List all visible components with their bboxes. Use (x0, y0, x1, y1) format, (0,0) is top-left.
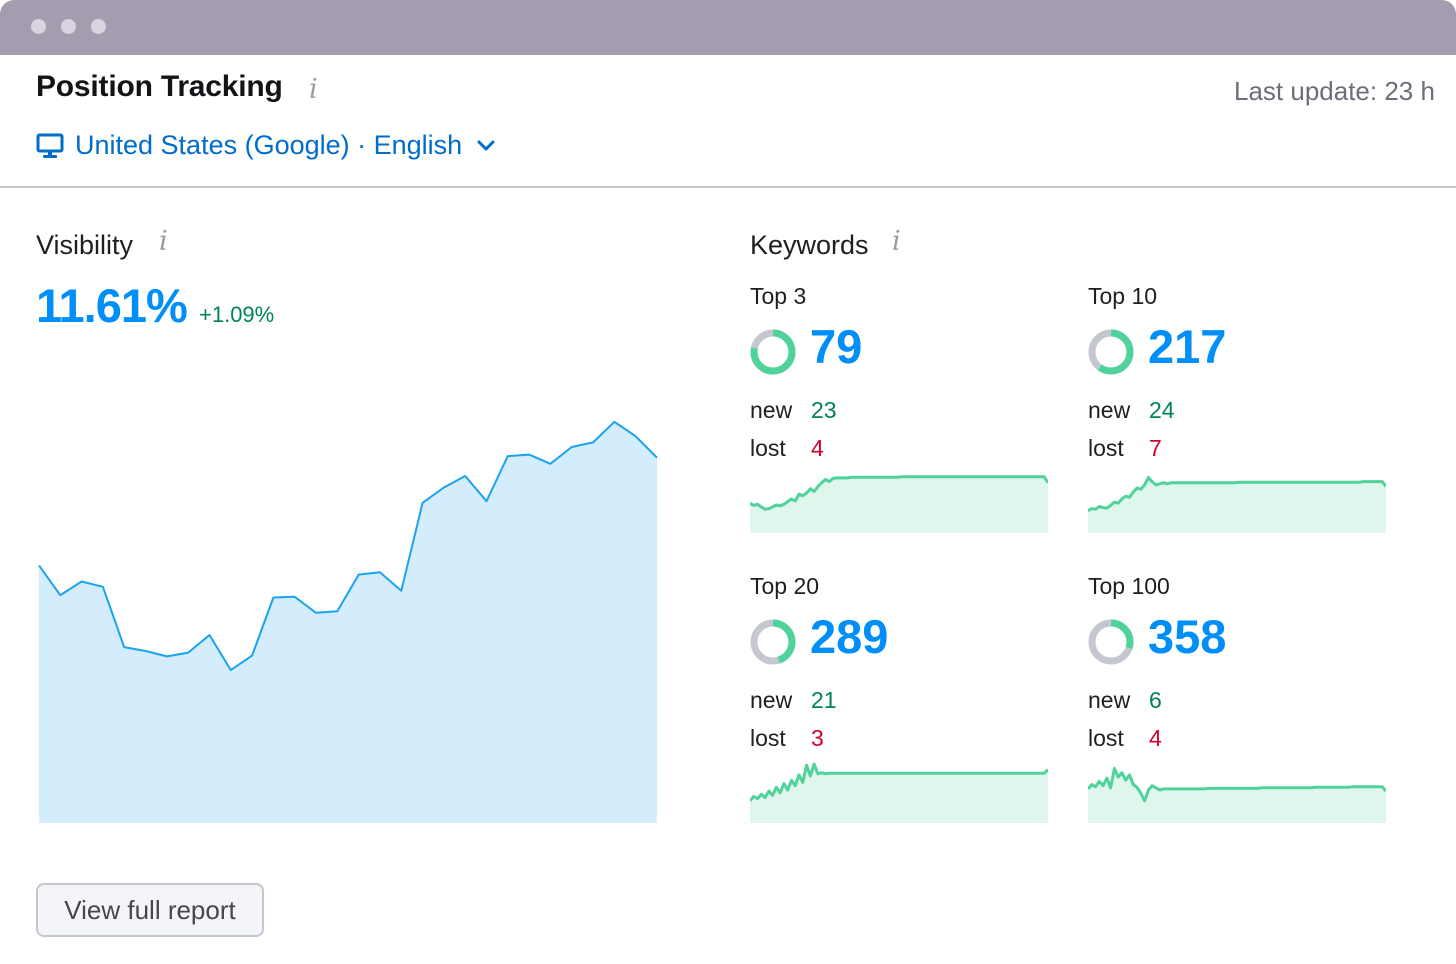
donut-segment (1088, 619, 1134, 665)
lost-keywords-row: lost 4 (750, 435, 824, 462)
keyword-sparkline (1088, 475, 1386, 533)
sparkline-line (1088, 766, 1386, 803)
distribution-donut-icon (750, 329, 796, 375)
sparkline-area (1088, 477, 1386, 533)
keyword-count: 289 (810, 610, 889, 663)
location-selector[interactable]: United States (Google) · English (36, 130, 496, 161)
keywords-info-icon[interactable]: i (892, 226, 901, 257)
lost-label: lost (750, 435, 786, 461)
keyword-group-label: Top 3 (750, 283, 807, 309)
donut-segment (750, 619, 796, 665)
keyword-card: Top 100 358 new 6 lost 4 (1088, 573, 1388, 833)
visibility-info-icon[interactable]: i (159, 226, 168, 257)
visibility-delta: +1.09% (199, 302, 275, 327)
header-divider (0, 186, 1456, 188)
new-keywords-row: new 21 (750, 687, 837, 714)
window-minimize-button[interactable] (61, 19, 76, 34)
lost-count: 7 (1149, 435, 1162, 461)
new-keywords-row: new 6 (1088, 687, 1162, 714)
sparkline-area (750, 476, 1048, 533)
donut-segment (750, 329, 796, 375)
window-titlebar (0, 0, 1456, 55)
chevron-down-icon (477, 140, 495, 150)
visibility-line (38, 420, 658, 672)
keyword-count: 79 (810, 320, 863, 373)
monitor-icon (36, 133, 64, 158)
keyword-sparkline (750, 762, 1048, 823)
keyword-count: 217 (1148, 320, 1227, 373)
distribution-donut-icon (1088, 619, 1134, 665)
lost-count: 3 (811, 725, 824, 751)
sparkline-line (1088, 475, 1386, 513)
keyword-count: 358 (1148, 610, 1227, 663)
visibility-title: Visibility (36, 230, 134, 260)
keyword-card: Top 10 217 new 24 lost 7 (1088, 283, 1388, 543)
keyword-group-label: Top 10 (1088, 283, 1158, 309)
new-count: 24 (1149, 397, 1175, 423)
keyword-group-label: Top 20 (750, 573, 820, 599)
keyword-sparkline (750, 475, 1048, 533)
keyword-group-label: Top 100 (1088, 573, 1170, 599)
lost-label: lost (1088, 725, 1124, 751)
new-count: 23 (811, 397, 837, 423)
new-count: 6 (1149, 687, 1162, 713)
keyword-card: Top 3 79 new 23 lost 4 (750, 283, 1050, 543)
sparkline-area (1088, 768, 1386, 823)
visibility-value: 11.61% (36, 279, 188, 332)
lost-label: lost (1088, 435, 1124, 461)
lost-keywords-row: lost 3 (750, 725, 824, 752)
info-icon[interactable]: i (309, 74, 318, 105)
new-keywords-row: new 23 (750, 397, 837, 424)
new-count: 21 (811, 687, 837, 713)
visibility-area (39, 421, 657, 823)
distribution-donut-icon (1088, 329, 1134, 375)
new-label: new (1088, 397, 1131, 423)
keywords-title: Keywords (750, 230, 869, 260)
page-title: Position Tracking (36, 70, 283, 103)
new-label: new (1088, 687, 1131, 713)
new-keywords-row: new 24 (1088, 397, 1175, 424)
sparkline-line (750, 475, 1048, 511)
distribution-donut-icon (750, 619, 796, 665)
keyword-card: Top 20 289 new 21 lost 3 (750, 573, 1050, 833)
lost-count: 4 (811, 435, 824, 461)
lost-keywords-row: lost 4 (1088, 725, 1162, 752)
location-label: United States (Google) · English (75, 130, 463, 160)
last-update-text: Last update: 23 h (1234, 76, 1435, 106)
view-full-report-button[interactable]: View full report (36, 883, 264, 937)
lost-count: 4 (1149, 725, 1162, 751)
donut-segment (1088, 329, 1134, 375)
sparkline-line (750, 762, 1048, 802)
window-close-button[interactable] (31, 19, 46, 34)
keyword-sparkline (1088, 766, 1386, 823)
new-label: new (750, 397, 793, 423)
new-label: new (750, 687, 793, 713)
window-maximize-button[interactable] (91, 19, 106, 34)
visibility-chart (38, 420, 658, 823)
sparkline-area (750, 764, 1048, 823)
lost-label: lost (750, 725, 786, 751)
lost-keywords-row: lost 7 (1088, 435, 1162, 462)
